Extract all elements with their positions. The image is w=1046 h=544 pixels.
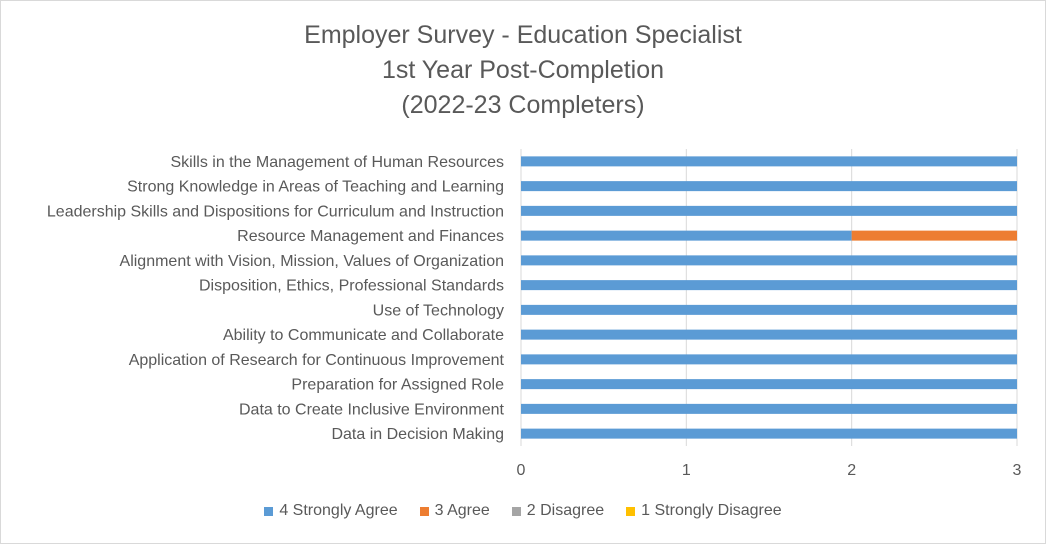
x-tick-label: 3	[1013, 462, 1022, 479]
category-label: Leadership Skills and Dispositions for C…	[47, 203, 504, 220]
legend-swatch	[626, 506, 636, 516]
bar-4-strongly-agree-8	[521, 354, 1017, 365]
x-tick-label: 1	[682, 462, 691, 479]
bar-4-strongly-agree-3	[521, 230, 852, 241]
bar-4-strongly-agree-1	[521, 181, 1017, 192]
legend-swatch	[264, 506, 274, 516]
category-label: Application of Research for Continuous I…	[129, 352, 505, 369]
chart-title-line-1: Employer Survey - Education Specialist	[304, 21, 742, 49]
category-label: Data to Create Inclusive Environment	[239, 401, 505, 418]
bar-4-strongly-agree-5	[521, 280, 1017, 291]
bar-3-agree-3	[851, 230, 1017, 241]
bar-4-strongly-agree-6	[521, 304, 1017, 315]
bar-4-strongly-agree-2	[521, 205, 1017, 216]
chart-title-line-2: 1st Year Post-Completion	[381, 56, 665, 84]
legend-label: 3 Agree	[434, 502, 490, 519]
category-label: Skills in the Management of Human Resour…	[171, 154, 505, 171]
bar-4-strongly-agree-9	[521, 379, 1017, 390]
bar-4-strongly-agree-4	[521, 255, 1017, 266]
category-label: Ability to Communicate and Collaborate	[223, 327, 504, 344]
legend-label: 4 Strongly Agree	[279, 502, 398, 519]
bar-4-strongly-agree-7	[521, 329, 1017, 340]
legend-swatch	[511, 506, 521, 516]
chart-title: Employer Survey - Education Specialist 1…	[0, 18, 1046, 123]
legend-swatch	[419, 506, 429, 516]
legend-item: 3 Agree	[419, 502, 490, 520]
category-label: Data in Decision Making	[331, 426, 504, 443]
category-label: Strong Knowledge in Areas of Teaching an…	[127, 179, 504, 196]
legend-label: 2 Disagree	[526, 502, 605, 519]
bar-4-strongly-agree-0	[521, 156, 1017, 167]
x-tick-label: 0	[517, 462, 526, 479]
legend: 4 Strongly Agree 3 Agree 2 Disagree 1 Stron…	[0, 502, 1046, 520]
category-label: Preparation for Assigned Role	[291, 377, 504, 394]
chart-title-line-3: (2022-23 Completers)	[401, 91, 645, 119]
category-label: Use of Technology	[373, 302, 504, 319]
legend-label: 1 Strongly Disagree	[641, 502, 782, 519]
legend-item: 4 Strongly Agree	[264, 502, 398, 520]
legend-item: 1 Strongly Disagree	[626, 502, 782, 520]
x-tick-label: 2	[847, 462, 856, 479]
category-label: Resource Management and Finances	[237, 228, 504, 245]
category-label: Disposition, Ethics, Professional Standa…	[199, 278, 504, 295]
legend-item: 2 Disagree	[511, 502, 605, 520]
category-label: Alignment with Vision, Mission, Values o…	[120, 253, 504, 270]
bar-4-strongly-agree-11	[521, 428, 1017, 439]
bar-4-strongly-agree-10	[521, 403, 1017, 414]
